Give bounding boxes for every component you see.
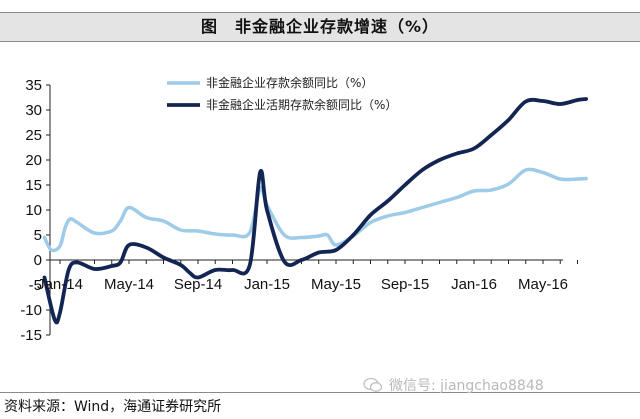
legend-label-1: 非金融企业存款余额同比（%）	[206, 75, 373, 90]
y-tick-label: 25	[25, 127, 42, 144]
x-tick-label: Jan-16	[451, 276, 497, 293]
y-tick-label: 5	[34, 227, 42, 244]
legend: 非金融企业存款余额同比（%） 非金融企业活期存款余额同比（%）	[167, 75, 397, 112]
y-tick-label: 10	[25, 202, 42, 219]
series-layer	[42, 97, 588, 325]
chart-title: 图 非金融企业存款增速（%）	[0, 12, 640, 42]
y-tick-label: 20	[25, 152, 42, 169]
y-tick-label: 35	[25, 77, 42, 94]
x-tick-label: May-16	[518, 276, 568, 293]
watermark-text: 微信号: jiangchao8848	[389, 378, 544, 394]
watermark: 微信号: jiangchao8848	[363, 375, 544, 395]
y-tick-label: -5	[29, 277, 42, 294]
x-tick-label: Jan-15	[244, 276, 290, 293]
y-tick-label: 15	[25, 177, 42, 194]
bottom-divider	[0, 392, 640, 393]
x-tick-label: Sep-14	[174, 276, 222, 293]
legend-label-2: 非金融企业活期存款余额同比（%）	[206, 97, 397, 112]
y-tick-label: 0	[34, 252, 42, 269]
tick-labels: 35 30 25 20 15 10 5 0 -5 -10 -15 Jan-14 May-14 Sep-14…	[20, 77, 568, 344]
y-tick-label: -10	[20, 302, 42, 319]
x-tick-label: Jan-14	[37, 276, 83, 293]
x-tick-label: May-14	[104, 276, 154, 293]
series-line-2	[42, 97, 588, 325]
x-tick-label: May-15	[311, 276, 361, 293]
y-tick-label: 30	[25, 102, 42, 119]
x-tick-label: Sep-15	[381, 276, 429, 293]
series-line-1	[42, 167, 588, 253]
y-tick-label: -15	[20, 327, 42, 344]
source-note: 资料来源：Wind，海通证券研究所	[4, 399, 222, 415]
wechat-icon	[363, 377, 383, 392]
chart-canvas: 35 30 25 20 15 10 5 0 -5 -10 -15 Jan-14 May-14 Sep-14…	[20, 75, 588, 344]
